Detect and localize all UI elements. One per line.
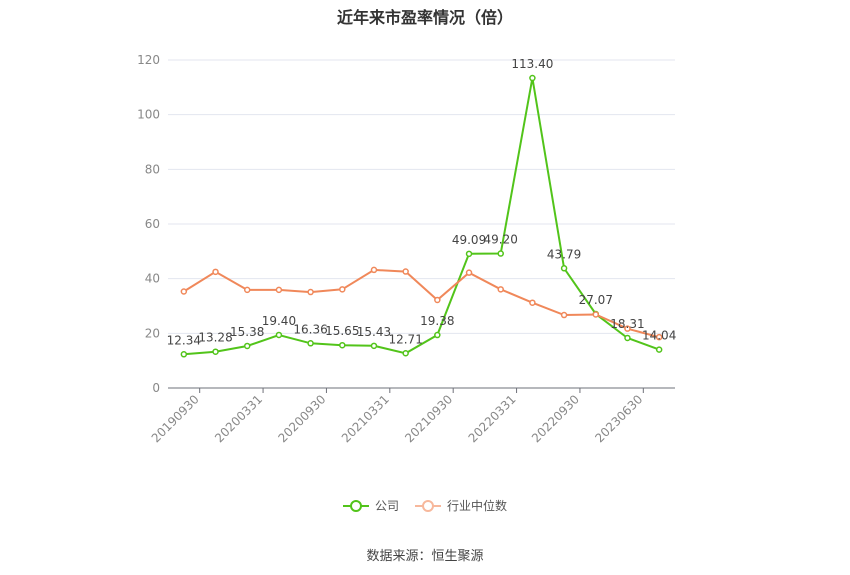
- data-label: 12.71: [388, 332, 422, 346]
- data-point-industry-median: [402, 268, 409, 275]
- data-point-company: [497, 250, 504, 257]
- x-tick-label: 20200930: [275, 392, 328, 445]
- series-line-industry-median: [183, 268, 660, 339]
- data-point-industry-median: [529, 299, 536, 306]
- data-label: 19.40: [262, 314, 296, 328]
- y-tick-label: 100: [137, 108, 160, 122]
- data-label: 16.36: [293, 322, 327, 336]
- data-label: 13.28: [198, 331, 232, 345]
- data-point-industry-median: [370, 266, 378, 274]
- x-tick-label: 20210331: [339, 392, 392, 445]
- x-tick-label: 20230630: [592, 392, 645, 445]
- y-tick-label: 40: [145, 272, 160, 286]
- data-label: 43.79: [547, 247, 581, 261]
- data-point-company: [243, 342, 251, 350]
- data-point-company: [275, 331, 283, 339]
- x-tick-label: 20190930: [149, 392, 202, 445]
- data-point-company: [560, 265, 568, 272]
- y-tick-label: 0: [152, 381, 160, 395]
- data-label: 14.04: [642, 329, 676, 343]
- data-point-industry-median: [275, 286, 283, 294]
- data-point-company: [307, 340, 314, 347]
- data-label: 15.38: [230, 325, 264, 339]
- y-tick-label: 80: [145, 162, 160, 176]
- x-tick-label: 20200331: [212, 392, 265, 445]
- data-point-company: [655, 346, 663, 353]
- data-source: 数据来源：恒生聚源: [366, 549, 484, 564]
- data-point-company: [370, 342, 378, 350]
- data-point-company: [465, 250, 473, 258]
- y-tick-label: 120: [137, 53, 160, 67]
- data-point-industry-median: [624, 325, 631, 332]
- data-point-industry-median: [243, 286, 251, 294]
- data-label: 49.20: [484, 233, 518, 247]
- y-tick-label: 20: [145, 326, 160, 340]
- chart-title: 近年来市盈率情况（倍）: [336, 8, 513, 27]
- data-point-company: [339, 341, 346, 349]
- legend-marker-industry-median: [415, 499, 441, 513]
- data-label: 18.31: [610, 317, 644, 331]
- data-label: 12.34: [167, 333, 201, 347]
- data-point-industry-median: [212, 268, 219, 276]
- data-point-industry-median: [497, 286, 504, 293]
- data-point-industry-median: [307, 288, 314, 296]
- data-point-company: [212, 348, 219, 355]
- data-point-company: [180, 351, 188, 358]
- legend-label-company: 公司: [374, 499, 399, 513]
- data-point-industry-median: [560, 311, 568, 319]
- data-point-industry-median: [339, 286, 346, 293]
- data-point-company: [434, 331, 441, 339]
- data-label: 113.40: [511, 57, 553, 71]
- data-label: 27.07: [579, 293, 613, 307]
- data-point-company: [402, 350, 409, 357]
- data-label: 49.09: [452, 233, 486, 247]
- data-point-industry-median: [655, 333, 663, 341]
- legend-label-industry-median: 行业中位数: [447, 499, 508, 513]
- legend: 公司 行业中位数: [0, 497, 850, 514]
- data-label: 15.65: [325, 324, 359, 338]
- data-point-industry-median: [465, 269, 473, 276]
- data-point-industry-median: [180, 288, 188, 295]
- x-tick-label: 20220331: [466, 392, 519, 445]
- data-point-industry-median: [434, 296, 441, 304]
- data-label: 15.43: [357, 325, 391, 339]
- x-tick-label: 20210930: [402, 392, 455, 445]
- series-line-company: [183, 77, 660, 356]
- x-tick-label: 20220930: [529, 392, 582, 445]
- legend-marker-company: [342, 499, 369, 513]
- data-point-company: [529, 74, 536, 82]
- data-point-company: [624, 334, 631, 342]
- data-point-industry-median: [592, 311, 600, 318]
- legend-item-company[interactable]: 公司: [342, 497, 399, 514]
- y-tick-label: 60: [145, 217, 160, 231]
- data-label: 19.38: [420, 314, 454, 328]
- legend-item-industry-median[interactable]: 行业中位数: [415, 497, 507, 514]
